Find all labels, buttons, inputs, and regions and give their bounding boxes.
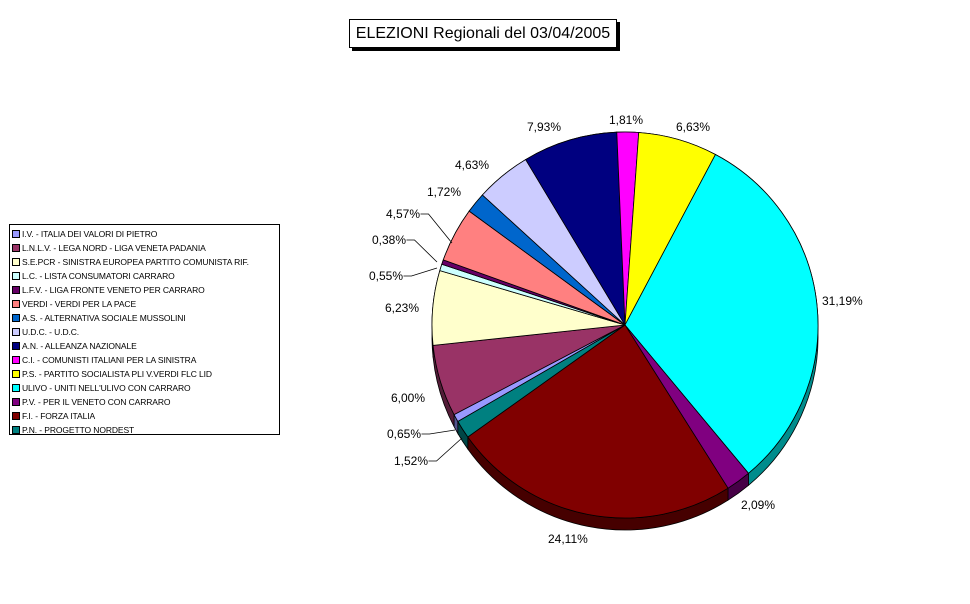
legend-item: U.D.C. - U.D.C. <box>10 325 279 339</box>
data-label: 6,23% <box>385 301 419 315</box>
legend-item: VERDI - VERDI PER LA PACE <box>10 297 279 311</box>
legend-swatch <box>12 286 20 294</box>
legend-item: L.N.L.V. - LEGA NORD - LIGA VENETA PADAN… <box>10 241 279 255</box>
legend-swatch <box>12 258 20 266</box>
legend-swatch <box>12 426 20 434</box>
pie-slice[interactable] <box>467 324 729 519</box>
chart-legend: I.V. - ITALIA DEI VALORI DI PIETRO L.N.L.… <box>9 224 280 435</box>
data-label: 4,57% <box>386 207 420 221</box>
legend-swatch <box>12 230 20 238</box>
legend-item: F.I. - FORZA ITALIA <box>10 409 279 423</box>
leader-line <box>406 239 438 263</box>
legend-swatch <box>12 412 20 420</box>
legend-label: U.D.C. - U.D.C. <box>22 327 80 337</box>
pie-slices <box>431 131 819 519</box>
legend-label: P.V. - PER IL VENETO CON CARRARO <box>22 397 171 407</box>
leader-line <box>403 267 438 277</box>
legend-label: L.C. - LISTA CONSUMATORI CARRARO <box>22 271 175 281</box>
legend-label: ULIVO - UNITI NELL'ULIVO CON CARRARO <box>22 383 191 393</box>
data-label: 6,63% <box>676 120 710 134</box>
chart-title: ELEZIONI Regionali del 03/04/2005 <box>349 19 617 48</box>
legend-swatch <box>12 272 20 280</box>
data-label: 0,55% <box>369 269 403 283</box>
legend-label: F.I. - FORZA ITALIA <box>22 411 96 421</box>
legend-item: P.S. - PARTITO SOCIALISTA PLI V.VERDI FL… <box>10 367 279 381</box>
legend-label: VERDI - VERDI PER LA PACE <box>22 299 137 309</box>
legend-swatch <box>12 370 20 378</box>
data-label: 6,00% <box>391 391 425 405</box>
leader-line <box>421 429 456 435</box>
legend-item: P.N. - PROGETTO NORDEST <box>10 423 279 437</box>
legend-swatch <box>12 328 20 336</box>
legend-item: L.F.V. - LIGA FRONTE VENETO PER CARRARO <box>10 283 279 297</box>
legend-item: P.V. - PER IL VENETO CON CARRARO <box>10 395 279 409</box>
legend-label: P.S. - PARTITO SOCIALISTA PLI V.VERDI FL… <box>22 369 212 379</box>
legend-swatch <box>12 398 20 406</box>
legend-swatch <box>12 244 20 252</box>
legend-item: L.C. - LISTA CONSUMATORI CARRARO <box>10 269 279 283</box>
data-label: 4,63% <box>455 158 489 172</box>
data-label: 2,09% <box>741 498 775 512</box>
legend-swatch <box>12 342 20 350</box>
data-label: 1,72% <box>427 185 461 199</box>
legend-label: A.S. - ALTERNATIVA SOCIALE MUSSOLINI <box>22 313 186 323</box>
legend-label: I.V. - ITALIA DEI VALORI DI PIETRO <box>22 229 158 239</box>
legend-label: L.N.L.V. - LEGA NORD - LIGA VENETA PADAN… <box>22 243 206 253</box>
legend-item: A.S. - ALTERNATIVA SOCIALE MUSSOLINI <box>10 311 279 325</box>
legend-swatch <box>12 300 20 308</box>
legend-swatch <box>12 314 20 322</box>
pie-slice[interactable] <box>457 324 626 438</box>
data-label: 7,93% <box>527 120 561 134</box>
leader-line <box>428 437 463 462</box>
legend-label: A.N. - ALLEANZA NAZIONALE <box>22 341 137 351</box>
data-label: 0,38% <box>372 233 406 247</box>
legend-item: A.N. - ALLEANZA NAZIONALE <box>10 339 279 353</box>
legend-item: S.E.PCR - SINISTRA EUROPEA PARTITO COMUN… <box>10 255 279 269</box>
legend-swatch <box>12 384 20 392</box>
data-label: 1,81% <box>609 113 643 127</box>
data-label: 0,65% <box>387 427 421 441</box>
legend-item: I.V. - ITALIA DEI VALORI DI PIETRO <box>10 227 279 241</box>
legend-item: C.I. - COMUNISTI ITALIANI PER LA SINISTR… <box>10 353 279 367</box>
pie-slice[interactable] <box>525 131 626 326</box>
pie-slice[interactable] <box>624 153 819 474</box>
pie-labels: 0,65% 6,00% 6,23% 0,55% 0,38% 4,57% 1,72% 4,63%… <box>369 113 863 546</box>
legend-label: C.I. - COMUNISTI ITALIANI PER LA SINISTR… <box>22 355 197 365</box>
leader-line <box>420 213 453 244</box>
legend-swatch <box>12 356 20 364</box>
data-label: 24,11% <box>548 532 588 546</box>
legend-label: P.N. - PROGETTO NORDEST <box>22 425 135 435</box>
data-label: 31,19% <box>822 294 863 308</box>
legend-label: L.F.V. - LIGA FRONTE VENETO PER CARRARO <box>22 285 205 295</box>
legend-label: S.E.PCR - SINISTRA EUROPEA PARTITO COMUN… <box>22 257 249 267</box>
legend-item: ULIVO - UNITI NELL'ULIVO CON CARRARO <box>10 381 279 395</box>
data-label: 1,52% <box>394 454 428 468</box>
